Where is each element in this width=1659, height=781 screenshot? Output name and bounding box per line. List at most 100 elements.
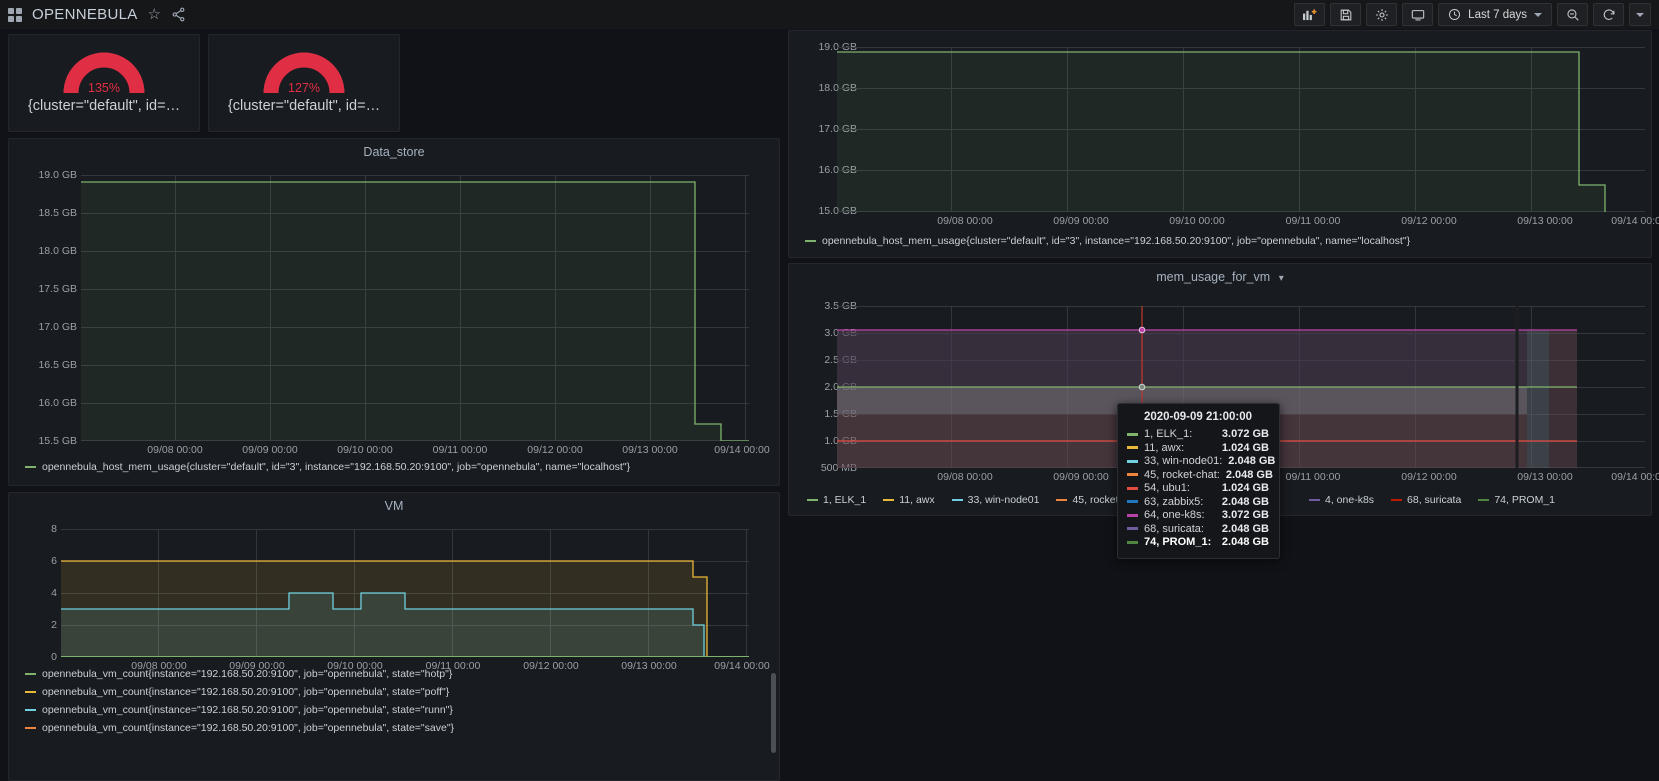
- host-mem-plot: [837, 47, 1645, 212]
- legend-item[interactable]: 74, PROM_1: [1478, 494, 1555, 506]
- vm-plot: [61, 529, 749, 657]
- legend-item[interactable]: opennebula_host_mem_usage{cluster="defau…: [25, 461, 630, 473]
- x-tick: 09/11 00:00: [432, 444, 488, 456]
- share-icon[interactable]: [171, 7, 186, 22]
- legend-item[interactable]: opennebula_vm_count{instance="192.168.50…: [25, 668, 452, 680]
- panel-data-store[interactable]: Data_store 19.0 GB 18.5 GB 18.0 GB 17.5 …: [8, 138, 780, 486]
- tooltip-series-value: 2.048 GB: [1221, 495, 1269, 508]
- x-tick: 09/10 00:00: [1169, 215, 1225, 227]
- gauge-panel-2[interactable]: 127% {cluster="default", id=…: [208, 34, 400, 132]
- y-tick: 16.5 GB: [38, 359, 77, 371]
- legend-item[interactable]: 1, ELK_1: [807, 494, 866, 506]
- top-navbar: OPENNEBULA ☆: [0, 0, 1659, 29]
- legend-item[interactable]: opennebula_host_mem_usage{cluster="defau…: [805, 235, 1410, 247]
- x-tick: 09/10 00:00: [337, 444, 393, 456]
- tooltip-row: 1, ELK_1: 3.072 GB: [1127, 428, 1269, 440]
- legend-swatch: [25, 673, 36, 675]
- tooltip-swatch: [1127, 513, 1138, 517]
- tooltip-series-value: 1.024 GB: [1221, 441, 1269, 454]
- x-tick: 09/09 00:00: [229, 660, 285, 672]
- legend-swatch: [25, 727, 36, 729]
- legend-item[interactable]: opennebula_vm_count{instance="192.168.50…: [25, 704, 453, 716]
- x-tick: 09/08 00:00: [131, 660, 187, 672]
- legend-swatch: [951, 499, 963, 501]
- tooltip-series-value: 2.048 GB: [1228, 455, 1276, 467]
- clock-icon: [1449, 8, 1461, 21]
- x-tick: 09/14 00:00: [1611, 215, 1659, 227]
- tooltip-series-name: 74, PROM_1:: [1144, 536, 1212, 548]
- tooltip-swatch: [1127, 486, 1138, 490]
- x-tick: 09/13 00:00: [1517, 471, 1573, 483]
- refresh-button[interactable]: [1593, 3, 1624, 26]
- panel-host-mem-usage[interactable]: 19.0 GB 18.0 GB 17.0 GB 16.0 GB 15.0 GB …: [788, 30, 1659, 258]
- x-tick: 09/12 00:00: [527, 444, 583, 456]
- tv-mode-button[interactable]: [1402, 3, 1434, 26]
- dashboard-settings-button[interactable]: [1366, 3, 1398, 26]
- refresh-interval-button[interactable]: [1629, 3, 1651, 26]
- legend-item[interactable]: 4, one-k8s: [1309, 494, 1374, 506]
- tooltip-row-highlighted: 74, PROM_1: 2.048 GB: [1127, 536, 1269, 548]
- tooltip-series-name: 63, zabbix5:: [1144, 495, 1204, 508]
- legend-swatch: [1391, 499, 1403, 501]
- tooltip-series-value: 3.072 GB: [1221, 428, 1269, 440]
- x-tick: 09/13 00:00: [622, 444, 678, 456]
- grid-icon[interactable]: [8, 7, 22, 22]
- tooltip-row: 11, awx: 1.024 GB: [1127, 442, 1269, 454]
- tooltip-swatch: [1127, 432, 1138, 436]
- tooltip-series-name: 33, win-node01:: [1144, 455, 1223, 467]
- tooltip-timestamp: 2020-09-09 21:00:00: [1143, 411, 1253, 423]
- y-tick: 17.0 GB: [38, 321, 77, 333]
- chevron-down-icon: [1636, 12, 1644, 17]
- legend-item[interactable]: 11, awx: [883, 494, 935, 506]
- panel-scrollbar[interactable]: [771, 673, 776, 753]
- y-tick: 2: [51, 619, 57, 631]
- x-tick: 09/10 00:00: [327, 660, 383, 672]
- legend-label: opennebula_vm_count{instance="192.168.50…: [42, 668, 453, 680]
- y-tick: 18.5 GB: [38, 207, 77, 219]
- legend-item[interactable]: opennebula_vm_count{instance="192.168.50…: [25, 686, 449, 698]
- tooltip-series-value: 3.072 GB: [1221, 509, 1269, 521]
- legend-swatch: [883, 499, 895, 501]
- x-tick: 09/13 00:00: [1517, 215, 1573, 227]
- tooltip-swatch: [1127, 540, 1138, 544]
- time-range-picker[interactable]: Last 7 days: [1438, 3, 1552, 26]
- tooltip-series-name: 68, suricata:: [1144, 522, 1204, 535]
- legend-item[interactable]: 68, suricata: [1391, 494, 1461, 506]
- x-tick: 09/12 00:00: [1401, 215, 1457, 227]
- gauge-label: {cluster="default", id=…: [227, 98, 381, 114]
- legend-swatch: [25, 691, 36, 693]
- x-tick: 09/14 00:00: [1611, 471, 1659, 483]
- x-tick: 09/08 00:00: [147, 444, 203, 456]
- tooltip-swatch: [1127, 527, 1138, 530]
- y-tick: 15.5 GB: [38, 435, 77, 447]
- gauge-panel-1[interactable]: 135% {cluster="default", id=…: [8, 34, 200, 132]
- legend-item[interactable]: opennebula_vm_count{instance="192.168.50…: [25, 722, 454, 734]
- legend-label: opennebula_host_mem_usage{cluster="defau…: [822, 235, 1411, 247]
- tooltip-series-name: 64, one-k8s:: [1144, 509, 1205, 521]
- add-panel-button[interactable]: [1294, 3, 1326, 26]
- x-tick: 09/12 00:00: [1401, 471, 1457, 483]
- legend-label: 74, PROM_1: [1494, 494, 1556, 506]
- star-icon[interactable]: ☆: [147, 6, 161, 23]
- y-tick: 17.5 GB: [38, 283, 77, 295]
- panel-vm[interactable]: VM 8 6 4 2 0 09/08 00:00 09/09 00: [8, 492, 780, 781]
- zoom-out-button[interactable]: [1557, 3, 1588, 26]
- legend-label: opennebula_vm_count{instance="192.168.50…: [42, 686, 450, 698]
- tooltip-swatch: [1127, 500, 1138, 503]
- legend-label: 4, one-k8s: [1325, 494, 1375, 506]
- x-tick: 09/14 00:00: [714, 444, 770, 456]
- panel-title: mem_usage_for_vm: [1156, 270, 1271, 284]
- tooltip-series-value: 2.048 GB: [1221, 536, 1269, 548]
- gauge-value: 135%: [88, 81, 120, 95]
- tooltip-row: 54, ubu1: 1.024 GB: [1127, 482, 1269, 494]
- tooltip-row: 68, suricata: 2.048 GB: [1127, 523, 1269, 535]
- legend-swatch: [25, 466, 36, 468]
- panel-title: VM: [384, 499, 404, 513]
- x-tick: 09/09 00:00: [1053, 215, 1109, 227]
- gauge-value: 127%: [288, 81, 320, 95]
- tooltip-row: 64, one-k8s: 3.072 GB: [1127, 509, 1269, 521]
- legend-item[interactable]: 33, win-node01: [951, 494, 1039, 506]
- chevron-down-icon[interactable]: ▾: [1278, 273, 1284, 284]
- save-dashboard-button[interactable]: [1330, 3, 1362, 26]
- gauge-label: {cluster="default", id=…: [27, 98, 181, 114]
